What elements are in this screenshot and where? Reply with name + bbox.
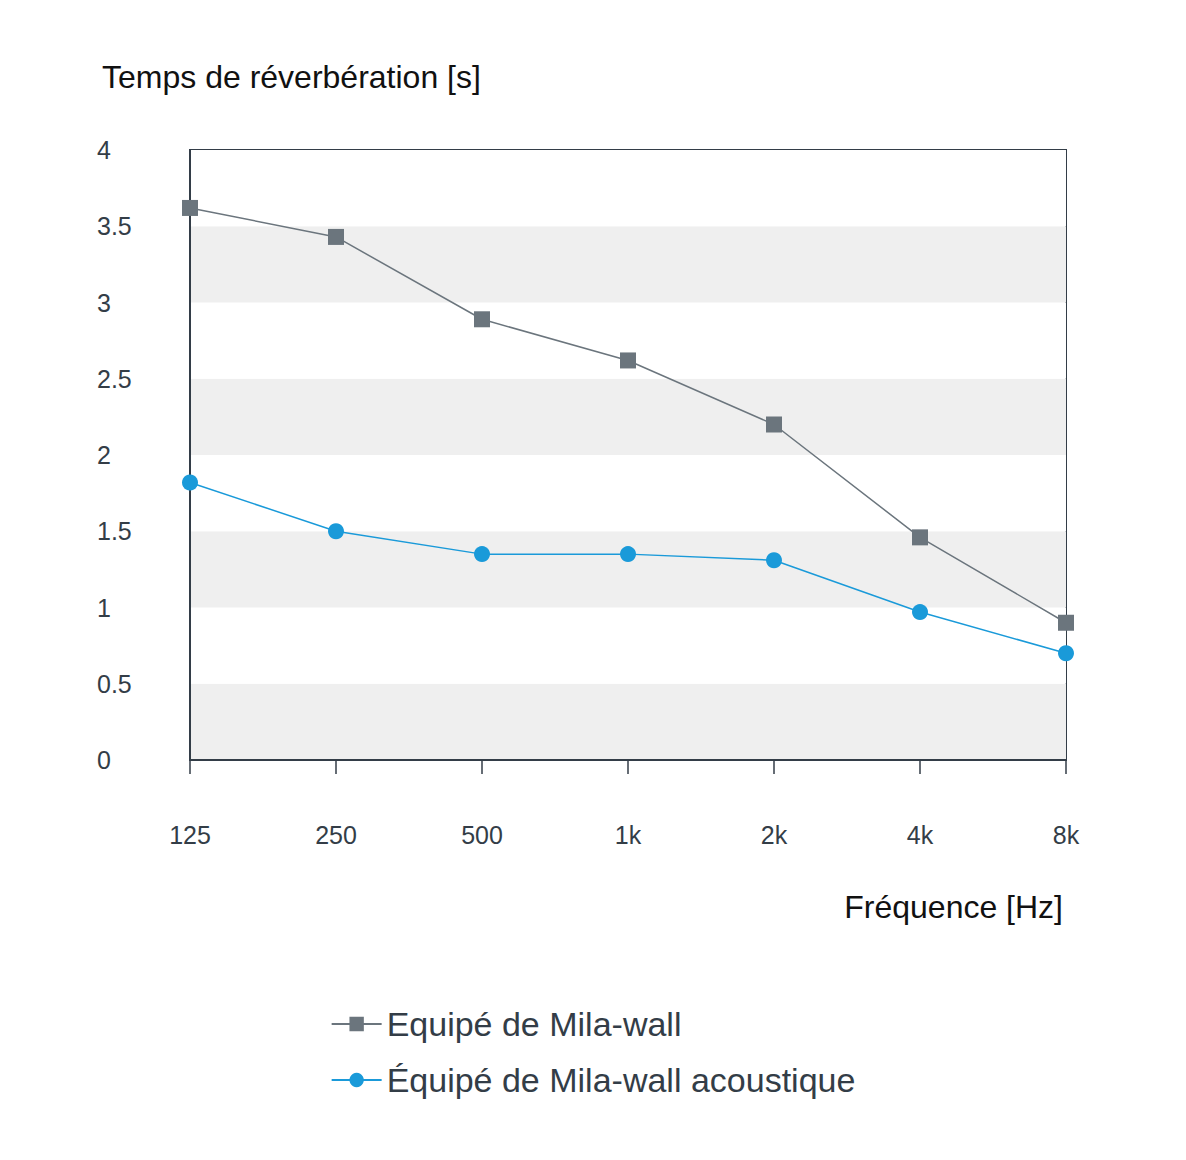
svg-text:500: 500	[461, 821, 503, 849]
svg-text:Fréquence [Hz]: Fréquence [Hz]	[844, 889, 1063, 925]
svg-text:Equipé de Mila-wall: Equipé de Mila-wall	[387, 1005, 682, 1043]
svg-text:Temps de réverbération [s]: Temps de réverbération [s]	[102, 59, 481, 95]
svg-text:2: 2	[97, 441, 111, 469]
svg-text:0: 0	[97, 746, 111, 774]
svg-text:2.5: 2.5	[97, 365, 132, 393]
svg-text:250: 250	[315, 821, 357, 849]
svg-text:8k: 8k	[1053, 821, 1080, 849]
svg-text:3.5: 3.5	[97, 212, 132, 240]
svg-text:1: 1	[97, 594, 111, 622]
svg-text:1k: 1k	[615, 821, 642, 849]
svg-text:125: 125	[169, 821, 211, 849]
svg-text:2k: 2k	[761, 821, 788, 849]
svg-text:1.5: 1.5	[97, 517, 132, 545]
svg-text:4: 4	[97, 136, 111, 164]
svg-text:Équipé de Mila-wall acoustique: Équipé de Mila-wall acoustique	[387, 1061, 856, 1099]
svg-text:0.5: 0.5	[97, 670, 132, 698]
svg-text:3: 3	[97, 289, 111, 317]
svg-text:4k: 4k	[907, 821, 934, 849]
